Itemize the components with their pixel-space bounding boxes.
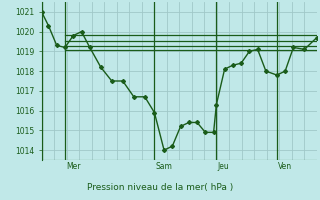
Text: Mer: Mer — [66, 162, 81, 171]
Text: Sam: Sam — [156, 162, 173, 171]
Text: Jeu: Jeu — [218, 162, 229, 171]
Text: Pression niveau de la mer( hPa ): Pression niveau de la mer( hPa ) — [87, 183, 233, 192]
Text: Ven: Ven — [278, 162, 292, 171]
